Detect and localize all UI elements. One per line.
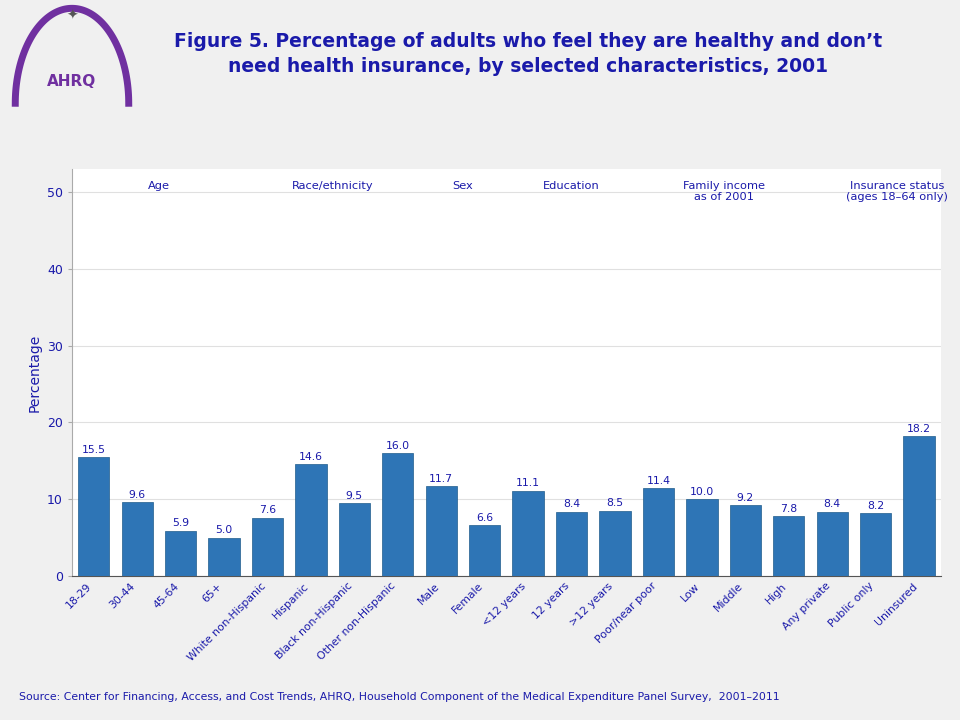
Bar [817, 511, 848, 576]
Text: 7.8: 7.8 [780, 504, 798, 514]
Text: Source: Center for Financing, Access, and Cost Trends, AHRQ, Household Component: Source: Center for Financing, Access, an… [19, 692, 780, 702]
Text: 8.4: 8.4 [563, 499, 580, 509]
Text: 11.1: 11.1 [516, 479, 540, 488]
Text: 14.6: 14.6 [299, 451, 323, 462]
Text: 7.6: 7.6 [259, 505, 276, 516]
Bar [296, 464, 326, 576]
Text: 9.6: 9.6 [129, 490, 146, 500]
Text: 11.4: 11.4 [646, 476, 670, 486]
Text: 16.0: 16.0 [386, 441, 410, 451]
Bar [643, 488, 674, 576]
Bar [860, 513, 891, 576]
Text: 8.5: 8.5 [607, 498, 624, 508]
Text: 18.2: 18.2 [907, 424, 931, 434]
Text: Family income
as of 2001: Family income as of 2001 [683, 181, 764, 202]
Text: Age: Age [148, 181, 170, 191]
Text: AHRQ: AHRQ [47, 74, 97, 89]
Bar [122, 503, 153, 576]
Text: 15.5: 15.5 [82, 445, 106, 455]
Bar [78, 457, 109, 576]
Text: 11.7: 11.7 [429, 474, 453, 484]
Bar [556, 511, 588, 576]
Text: 8.2: 8.2 [867, 500, 884, 510]
Bar [686, 499, 717, 576]
Bar [339, 503, 370, 576]
Text: 9.5: 9.5 [346, 491, 363, 501]
Bar [469, 526, 500, 576]
Text: 10.0: 10.0 [689, 487, 714, 497]
Text: Insurance status
(ages 18–64 only): Insurance status (ages 18–64 only) [847, 181, 948, 202]
Bar [903, 436, 935, 576]
Text: 9.2: 9.2 [736, 493, 754, 503]
Bar [252, 518, 283, 576]
Bar [513, 491, 543, 576]
Bar [599, 510, 631, 576]
Text: Sex: Sex [452, 181, 473, 191]
Bar [208, 538, 240, 576]
Bar [425, 486, 457, 576]
Text: Education: Education [543, 181, 600, 191]
Text: Figure 5. Percentage of adults who feel they are healthy and don’t
need health i: Figure 5. Percentage of adults who feel … [174, 32, 882, 76]
Text: ✦: ✦ [66, 9, 78, 23]
Text: 5.9: 5.9 [172, 518, 189, 528]
Bar [382, 453, 414, 576]
Bar [165, 531, 196, 576]
Bar [730, 505, 761, 576]
Text: 6.6: 6.6 [476, 513, 493, 523]
Text: 8.4: 8.4 [824, 499, 841, 509]
Y-axis label: Percentage: Percentage [28, 333, 41, 412]
Bar [773, 516, 804, 576]
Text: Race/ethnicity: Race/ethnicity [292, 181, 373, 191]
Text: 5.0: 5.0 [215, 526, 232, 536]
